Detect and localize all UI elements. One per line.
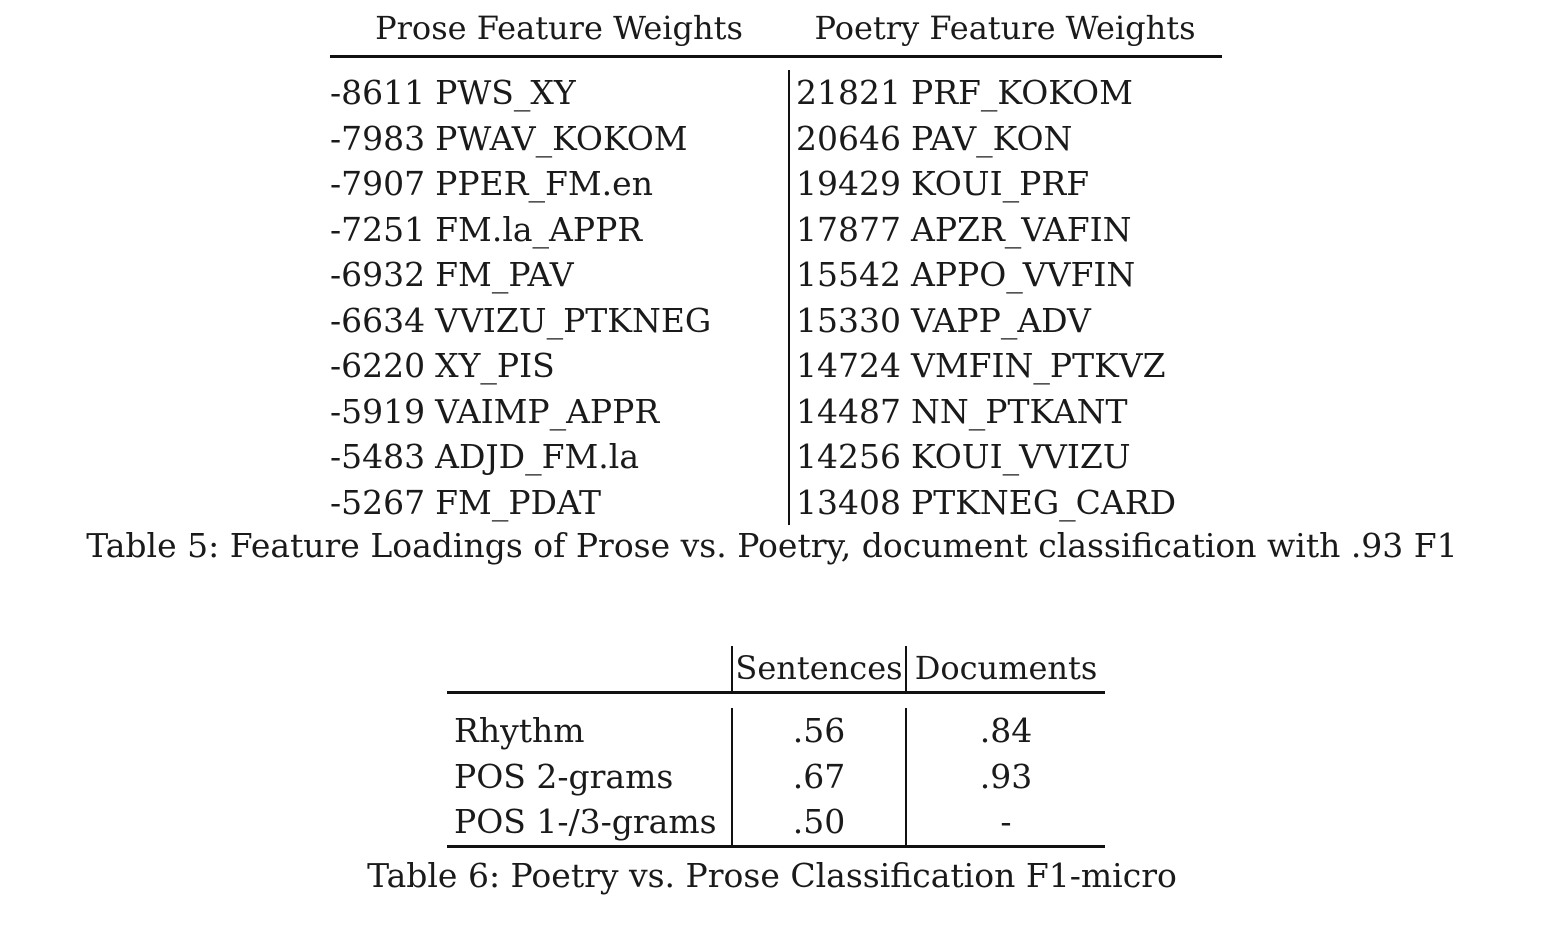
poetry-weight: 15330 bbox=[796, 300, 901, 340]
prose-feature: PWS_XY bbox=[435, 73, 576, 112]
header-sentences: Sentences bbox=[731, 646, 905, 691]
poetry-weight: 13408 bbox=[796, 482, 901, 522]
prose-weight: -6634 bbox=[330, 300, 426, 340]
prose-row: -5267 FM_PDAT bbox=[330, 480, 788, 526]
table-6-row: Rhythm .56.84 bbox=[447, 708, 1105, 754]
prose-weight: -6220 bbox=[330, 346, 426, 385]
poetry-row: 21821 PRF_KOKOM bbox=[796, 70, 1222, 116]
poetry-row: 14487 NN_PTKANT bbox=[796, 389, 1222, 435]
poetry-feature: APZR_VAFIN bbox=[910, 209, 1132, 249]
sentences-value: .56 bbox=[731, 708, 905, 754]
poetry-header: Poetry Feature Weights bbox=[814, 9, 1196, 47]
prose-feature: FM.la_APPR bbox=[435, 209, 643, 249]
prose-row: -7983 PWAV_KOKOM bbox=[330, 116, 788, 162]
poetry-weight: 20646 bbox=[796, 118, 901, 158]
documents-value: - bbox=[905, 799, 1105, 845]
table-6-caption: Table 6: Poetry vs. Prose Classification… bbox=[367, 856, 1177, 895]
table-5-caption: Table 5: Feature Loadings of Prose vs. P… bbox=[86, 526, 1458, 565]
table-6: Sentences Documents Rhythm .56.84 POS 2-gr… bbox=[447, 646, 1105, 848]
prose-weight: -7907 bbox=[330, 164, 426, 203]
poetry-feature: PTKNEG_CARD bbox=[910, 482, 1177, 522]
prose-feature: XY_PIS bbox=[435, 346, 555, 385]
poetry-row: 20646 PAV_KON bbox=[796, 116, 1222, 162]
poetry-feature: PRF_KOKOM bbox=[910, 73, 1133, 112]
table-6-row: POS 1-/3-grams .50- bbox=[447, 799, 1105, 845]
row-label: POS 2-grams bbox=[454, 756, 674, 796]
prose-row: -8611 PWS_XY bbox=[330, 70, 788, 116]
prose-feature: VAIMP_APPR bbox=[435, 391, 660, 431]
poetry-weight: 19429 bbox=[796, 164, 901, 203]
prose-weight: -7983 bbox=[330, 118, 426, 158]
header-empty bbox=[447, 646, 731, 691]
poetry-row: 15542 APPO_VVFIN bbox=[796, 252, 1222, 298]
poetry-feature: VMFIN_PTKVZ bbox=[910, 346, 1166, 385]
prose-weight: -7251 bbox=[330, 209, 426, 249]
poetry-feature: APPO_VVFIN bbox=[910, 255, 1136, 294]
poetry-row: 13408 PTKNEG_CARD bbox=[796, 480, 1222, 526]
table-5-body: -8611 PWS_XY -7983 PWAV_KOKOM -7907 PPER_FM.e… bbox=[330, 58, 1222, 525]
poetry-feature: VAPP_ADV bbox=[910, 300, 1091, 340]
row-label: Rhythm bbox=[454, 711, 585, 750]
poetry-weight: 14724 bbox=[796, 346, 901, 385]
poetry-feature: KOUI_VVIZU bbox=[910, 437, 1131, 476]
prose-row: -6634 VVIZU_PTKNEG bbox=[330, 298, 788, 344]
sentences-value: .67 bbox=[731, 753, 905, 799]
documents-value: .93 bbox=[905, 753, 1105, 799]
table-5: Prose Feature Weights Poetry Feature Wei… bbox=[330, 0, 1222, 525]
poetry-weight: 17877 bbox=[796, 209, 901, 249]
poetry-row: 14256 KOUI_VVIZU bbox=[796, 434, 1222, 480]
prose-column: -8611 PWS_XY -7983 PWAV_KOKOM -7907 PPER_FM.e… bbox=[330, 70, 788, 525]
documents-value: .84 bbox=[905, 708, 1105, 754]
poetry-feature: NN_PTKANT bbox=[910, 391, 1128, 431]
table-6-header: Sentences Documents bbox=[447, 646, 1105, 694]
poetry-column: 21821 PRF_KOKOM 20646 PAV_KON 19429 KOUI_PRF 1… bbox=[788, 70, 1222, 525]
prose-row: -5919 VAIMP_APPR bbox=[330, 389, 788, 435]
poetry-feature: KOUI_PRF bbox=[910, 164, 1090, 203]
prose-header: Prose Feature Weights bbox=[375, 9, 743, 47]
prose-weight: -6932 bbox=[330, 255, 426, 294]
prose-feature: FM_PDAT bbox=[435, 482, 602, 522]
header-documents: Documents bbox=[905, 646, 1105, 691]
row-label: POS 1-/3-grams bbox=[454, 802, 717, 841]
poetry-row: 15330 VAPP_ADV bbox=[796, 298, 1222, 344]
sentences-value: .50 bbox=[731, 799, 905, 845]
table-5-header: Prose Feature Weights Poetry Feature Wei… bbox=[330, 0, 1222, 58]
poetry-feature: PAV_KON bbox=[910, 118, 1073, 158]
prose-feature: VVIZU_PTKNEG bbox=[435, 300, 712, 340]
poetry-weight: 14256 bbox=[796, 437, 901, 476]
poetry-row: 14724 VMFIN_PTKVZ bbox=[796, 343, 1222, 389]
prose-row: -6220 XY_PIS bbox=[330, 343, 788, 389]
prose-feature: ADJD_FM.la bbox=[435, 437, 640, 476]
table-6-row: POS 2-grams .67.93 bbox=[447, 753, 1105, 799]
prose-weight: -8611 bbox=[330, 73, 426, 112]
prose-row: -7251 FM.la_APPR bbox=[330, 207, 788, 253]
poetry-weight: 15542 bbox=[796, 255, 901, 294]
prose-feature: PPER_FM.en bbox=[435, 164, 653, 203]
prose-row: -7907 PPER_FM.en bbox=[330, 161, 788, 207]
table-6-body: Rhythm .56.84 POS 2-grams .67.93 POS 1-/3-gr… bbox=[447, 694, 1105, 848]
prose-weight: -5267 bbox=[330, 482, 426, 522]
poetry-row: 19429 KOUI_PRF bbox=[796, 161, 1222, 207]
poetry-weight: 14487 bbox=[796, 391, 901, 431]
prose-feature: FM_PAV bbox=[435, 255, 574, 294]
prose-row: -6932 FM_PAV bbox=[330, 252, 788, 298]
prose-weight: -5483 bbox=[330, 437, 426, 476]
prose-weight: -5919 bbox=[330, 391, 426, 431]
prose-row: -5483 ADJD_FM.la bbox=[330, 434, 788, 480]
prose-feature: PWAV_KOKOM bbox=[435, 118, 688, 158]
poetry-weight: 21821 bbox=[796, 73, 901, 112]
poetry-row: 17877 APZR_VAFIN bbox=[796, 207, 1222, 253]
